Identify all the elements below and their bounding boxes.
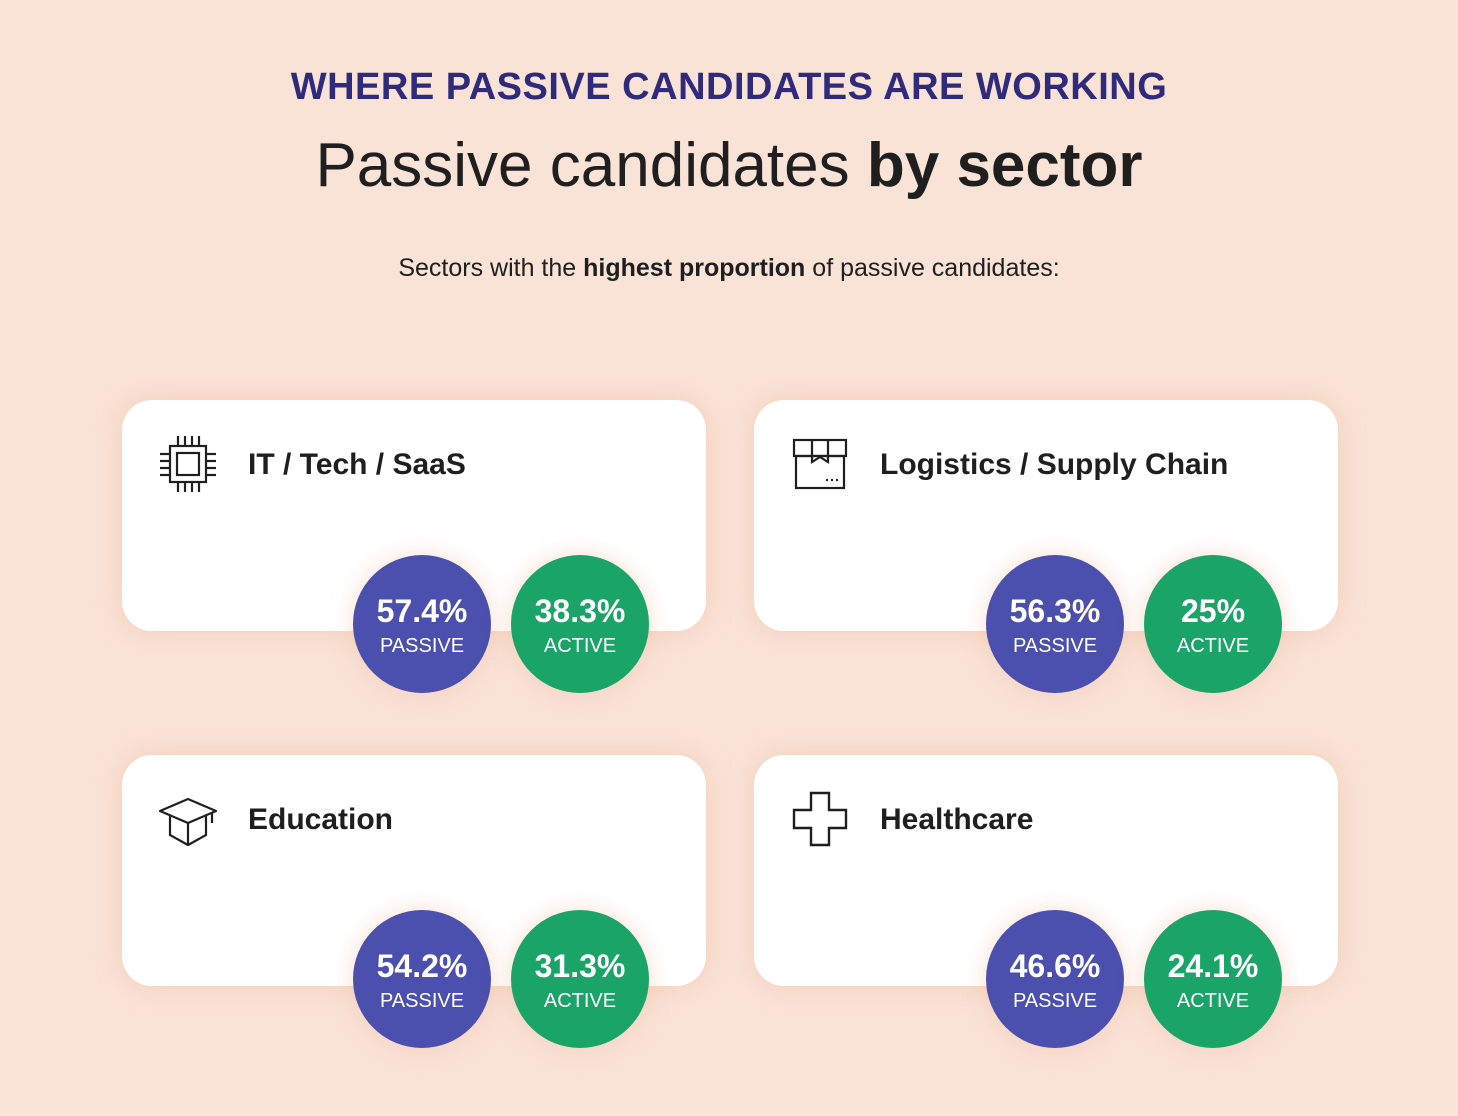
passive-percent-badge: 56.3% PASSIVE xyxy=(986,555,1124,693)
page-title-bold: by sector xyxy=(866,131,1143,200)
active-percent-value: 31.3% xyxy=(534,948,626,984)
active-percent-value: 38.3% xyxy=(534,593,626,629)
active-label: ACTIVE xyxy=(543,990,617,1012)
eyebrow-title: WHERE PASSIVE CANDIDATES ARE WORKING xyxy=(290,66,1168,108)
subtitle-post: of passive candidates: xyxy=(805,254,1060,282)
subtitle-bold: highest proportion xyxy=(583,254,806,282)
passive-percent-badge: 46.6% PASSIVE xyxy=(986,910,1124,1048)
cpu-chip-icon xyxy=(156,432,220,496)
passive-percent-value: 57.4% xyxy=(376,593,468,629)
sector-name: Logistics / Supply Chain xyxy=(880,448,1229,481)
subtitle: Sectors with the highest proportion of p… xyxy=(0,254,1458,283)
active-percent-badge: 24.1% ACTIVE xyxy=(1144,910,1282,1048)
sector-name: Education xyxy=(248,803,394,836)
passive-label: PASSIVE xyxy=(379,990,465,1012)
passive-percent-badge: 54.2% PASSIVE xyxy=(353,910,491,1048)
active-percent-badge: 38.3% ACTIVE xyxy=(511,555,649,693)
package-box-icon xyxy=(788,432,852,496)
passive-label: PASSIVE xyxy=(379,635,465,657)
active-percent-value: 24.1% xyxy=(1167,948,1259,984)
passive-percent-value: 46.6% xyxy=(1009,948,1101,984)
passive-percent-badge: 57.4% PASSIVE xyxy=(353,555,491,693)
active-percent-badge: 31.3% ACTIVE xyxy=(511,910,649,1048)
subtitle-pre: Sectors with the xyxy=(398,254,584,282)
active-label: ACTIVE xyxy=(1176,635,1250,657)
sector-name: Healthcare xyxy=(880,803,1034,836)
page-title-regular: Passive candidates xyxy=(315,131,867,200)
passive-percent-value: 54.2% xyxy=(376,948,468,984)
active-percent-value: 25% xyxy=(1180,593,1246,629)
active-label: ACTIVE xyxy=(543,635,617,657)
medical-cross-icon xyxy=(788,787,852,851)
passive-label: PASSIVE xyxy=(1012,990,1098,1012)
passive-label: PASSIVE xyxy=(1012,635,1098,657)
graduation-cap-icon xyxy=(156,787,220,851)
passive-percent-value: 56.3% xyxy=(1009,593,1101,629)
active-percent-badge: 25% ACTIVE xyxy=(1144,555,1282,693)
page-title: Passive candidates by sector xyxy=(0,128,1458,204)
sector-name: IT / Tech / SaaS xyxy=(248,448,466,481)
active-label: ACTIVE xyxy=(1176,990,1250,1012)
